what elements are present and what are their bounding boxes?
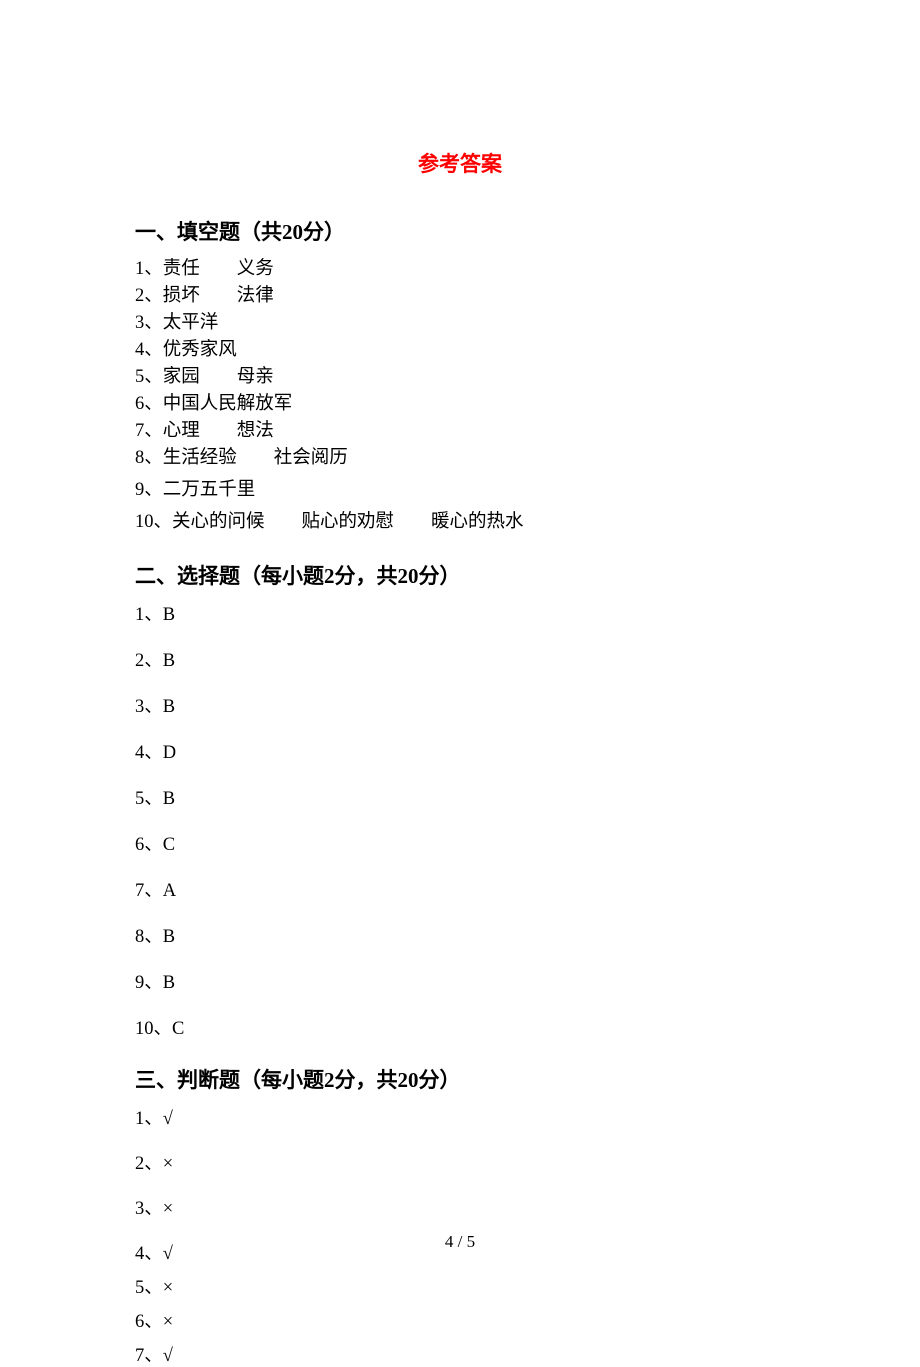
fill-item-8: 8、生活经验 社会阅历	[135, 445, 785, 472]
fill-item-2: 2、损坏 法律	[135, 283, 785, 310]
fill-item-7: 7、心理 想法	[135, 418, 785, 445]
judge-item-7: 7、√	[135, 1341, 785, 1367]
choice-item-5: 5、B	[135, 784, 785, 810]
section-fill-blanks: 一、填空题（共20分） 1、责任 义务 2、损坏 法律 3、太平洋 4、优秀家风…	[135, 216, 785, 536]
fill-item-4: 4、优秀家风	[135, 337, 785, 364]
section-judge: 三、判断题（每小题2分，共20分） 1、√ 2、× 3、× 4、√ 5、× 6、…	[135, 1064, 785, 1367]
section1-header: 一、填空题（共20分）	[135, 216, 785, 246]
fill-item-6: 6、中国人民解放军	[135, 391, 785, 418]
fill-item-3: 3、太平洋	[135, 310, 785, 337]
page-content: 参考答案 一、填空题（共20分） 1、责任 义务 2、损坏 法律 3、太平洋 4…	[0, 0, 920, 1367]
section3-header: 三、判断题（每小题2分，共20分）	[135, 1064, 785, 1094]
page-title: 参考答案	[135, 148, 785, 178]
judge-item-3: 3、×	[135, 1194, 785, 1220]
fill-item-5: 5、家园 母亲	[135, 364, 785, 391]
choice-item-10: 10、C	[135, 1014, 785, 1040]
page-number: 4 / 5	[0, 1232, 920, 1252]
section-choice: 二、选择题（每小题2分，共20分） 1、B 2、B 3、B 4、D 5、B 6、…	[135, 560, 785, 1040]
fill-item-1: 1、责任 义务	[135, 256, 785, 283]
choice-item-8: 8、B	[135, 922, 785, 948]
choice-item-2: 2、B	[135, 646, 785, 672]
judge-item-1: 1、√	[135, 1104, 785, 1130]
fill-item-10: 10、关心的问候 贴心的劝慰 暖心的热水	[135, 509, 785, 536]
section2-header: 二、选择题（每小题2分，共20分）	[135, 560, 785, 590]
fill-item-9: 9、二万五千里	[135, 477, 785, 504]
choice-item-7: 7、A	[135, 876, 785, 902]
choice-item-6: 6、C	[135, 830, 785, 856]
choice-item-9: 9、B	[135, 968, 785, 994]
choice-item-4: 4、D	[135, 738, 785, 764]
judge-item-2: 2、×	[135, 1149, 785, 1175]
judge-item-5: 5、×	[135, 1273, 785, 1299]
choice-item-3: 3、B	[135, 692, 785, 718]
judge-item-6: 6、×	[135, 1307, 785, 1333]
choice-item-1: 1、B	[135, 600, 785, 626]
